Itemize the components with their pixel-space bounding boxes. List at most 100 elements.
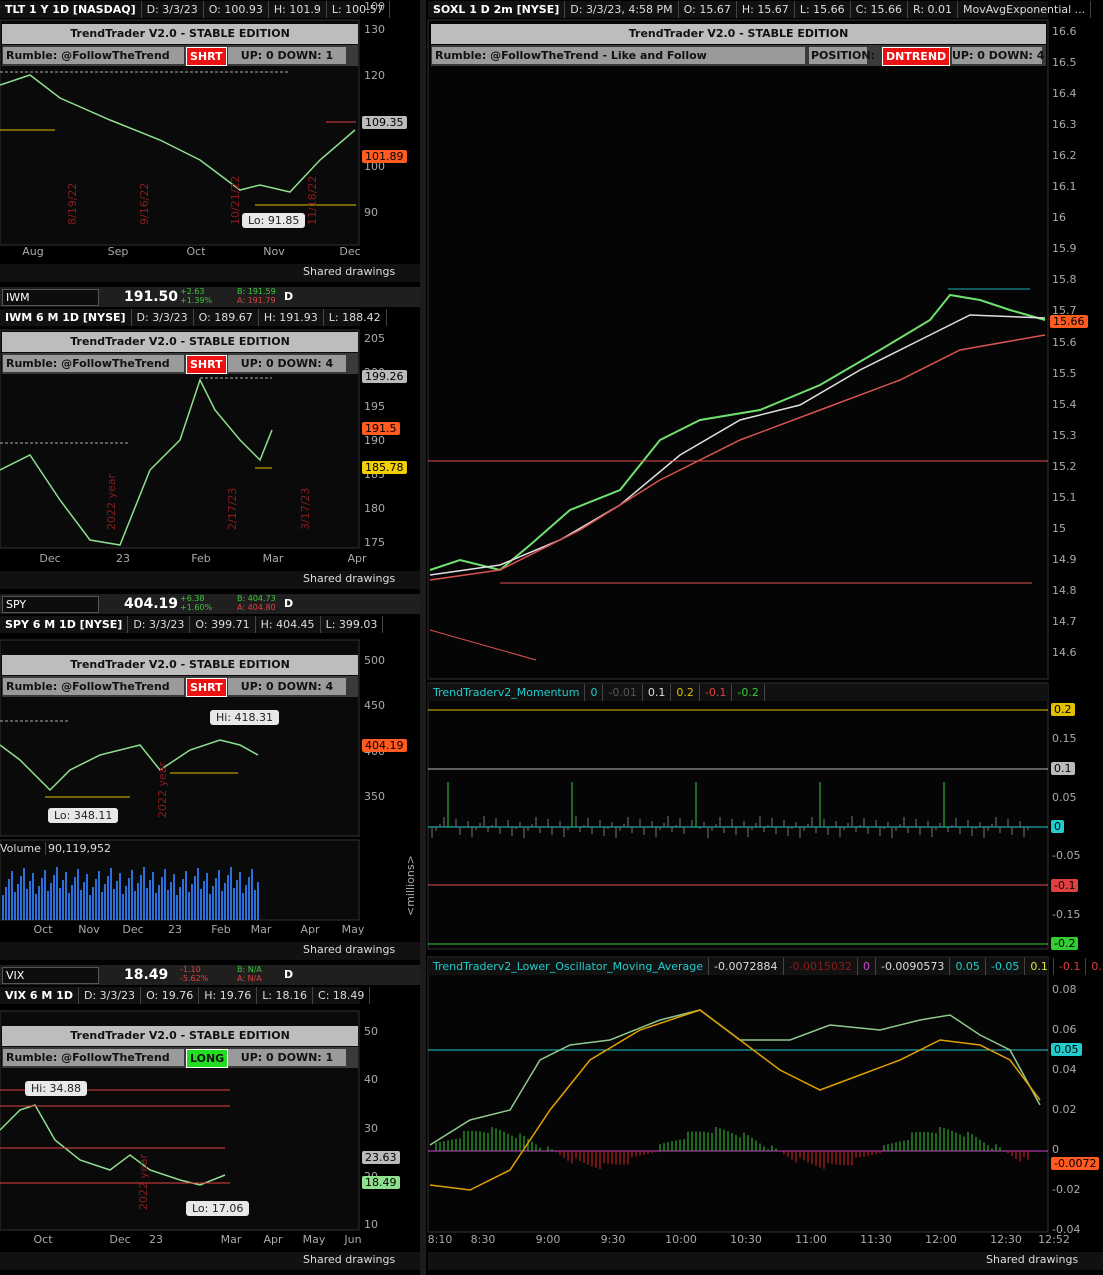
time-axis-label: 11:30: [860, 1233, 892, 1246]
oscillator-field: -0.0072884: [709, 958, 784, 975]
time-axis-label: Oct: [186, 245, 206, 258]
footer-label: Shared drawings: [986, 1253, 1079, 1266]
time-axis-label: 12:52: [1038, 1233, 1070, 1246]
volume-bar: [8, 879, 10, 920]
time-axis-label: Feb: [191, 552, 211, 565]
header-field: H: 191.93: [259, 309, 324, 326]
banner-author: Rumble: @FollowTheTrend: [3, 678, 184, 695]
banner-title: TrendTrader V2.0 - STABLE EDITION: [2, 24, 358, 44]
time-axis-label: Mar: [250, 923, 272, 936]
header-field: MovAvgExponential ...: [958, 1, 1092, 18]
volume-bar: [140, 875, 142, 920]
time-axis-label: 11:00: [795, 1233, 827, 1246]
oscillator-field: -0.0090573: [876, 958, 951, 975]
change-pct: -5.62%: [180, 974, 209, 983]
volume-bar: [170, 882, 172, 920]
volume-bar: [188, 892, 190, 920]
price-axis-label: 180: [364, 502, 385, 515]
time-axis-label: May: [341, 923, 365, 936]
count: UP: 0 DOWN: 4: [952, 47, 1045, 64]
price-axis-label: -0.15: [1052, 907, 1081, 921]
change: +2.63: [180, 287, 205, 296]
volume-bar: [242, 893, 244, 920]
oscillator-pane: [427, 956, 1049, 1233]
price-line: [429, 1009, 1041, 1191]
price-axis-label: 100: [364, 160, 385, 174]
volume-bar: [212, 886, 214, 920]
header-field: L: 18.16: [257, 987, 314, 1004]
volume-bar: [26, 889, 28, 920]
price-axis-label: 15.1: [1052, 490, 1077, 504]
header-field: D: 3/3/23: [79, 987, 142, 1004]
footer: [0, 264, 420, 282]
header-field: D: 3/3/23: [142, 1, 204, 18]
volume-bar: [74, 877, 76, 920]
symbol: VIX: [2, 967, 99, 984]
volume-bar: [245, 885, 247, 920]
volume-bar: [257, 882, 259, 920]
footer: [0, 571, 420, 589]
oscillator-field: TrendTraderv2_Lower_Oscillator_Moving_Av…: [428, 958, 710, 975]
volume-bar: [110, 868, 112, 920]
volume-bar: [230, 867, 232, 920]
volume-bar: [32, 873, 34, 920]
volume-unit: <millions>: [404, 855, 417, 916]
date-label: 3/17/23: [299, 487, 312, 530]
axis-tag: 0: [1051, 820, 1064, 833]
price-tag: -0.0072: [1051, 1157, 1100, 1170]
banner-author: Rumble: @FollowTheTrend: [3, 355, 184, 372]
volume-bar: [251, 869, 253, 920]
volume-bar: [227, 875, 229, 920]
bid: B: 191.59: [237, 287, 276, 296]
time-axis-label: Feb: [211, 923, 231, 936]
ask: A: 191.79: [237, 296, 276, 305]
volume-bar: [107, 876, 109, 920]
price-axis-label: 175: [364, 536, 385, 549]
volume-bar: [164, 869, 166, 920]
header-field: O: 189.67: [194, 309, 259, 326]
time-axis-label: Jun: [344, 1233, 362, 1246]
volume-bar: [119, 873, 121, 920]
volume-bar: [113, 889, 115, 920]
price-line: [0, 74, 356, 193]
price-axis-label: 40: [364, 1073, 378, 1087]
price-tag: 0.05: [1051, 1043, 1082, 1056]
header-bar: VIX 6 M 1D D: 3/3/23 O: 19.76 H: 19.76 L: 18…: [0, 987, 371, 1004]
signal: LONG: [186, 1049, 229, 1068]
price-line: [0, 739, 259, 792]
price-tag: 101.89: [362, 150, 407, 163]
date-label: 2022 year: [156, 761, 169, 818]
banner-author: Rumble: @FollowTheTrend: [3, 1049, 184, 1066]
volume-bar: [68, 893, 70, 920]
toolbar: [0, 287, 420, 307]
banner-title: TrendTrader V2.0 - STABLE EDITION: [2, 332, 358, 352]
price-axis-label: 190: [364, 434, 385, 447]
last-price: 191.50: [124, 289, 179, 305]
price-axis-label: 130: [364, 23, 385, 36]
price-axis-label: 0.04: [1052, 1063, 1077, 1076]
header-field: L: 188.42: [324, 309, 387, 326]
header-field: SOXL 1 D 2m [NYSE]: [428, 1, 566, 18]
price-axis-label: 15: [1052, 521, 1066, 535]
price-line: [0, 1104, 226, 1186]
time-axis-label: 12:00: [925, 1233, 957, 1246]
volume-bar: [59, 888, 61, 920]
time-axis-label: 8:10: [427, 1233, 453, 1246]
price-axis-label: 15.7: [1052, 304, 1077, 318]
volume-bar: [239, 872, 241, 920]
price-axis-label: 15.6: [1052, 335, 1077, 349]
axis-tag: -0.2: [1051, 937, 1079, 950]
price-axis-label: 14.6: [1052, 646, 1077, 659]
price-axis-label: 120: [364, 68, 385, 82]
footer: [428, 1252, 1103, 1270]
volume-bar: [146, 888, 148, 920]
banner-title: TrendTrader V2.0 - STABLE EDITION: [431, 24, 1046, 44]
momentum-field: 0.1: [643, 684, 672, 701]
period: D: [284, 968, 294, 981]
date-label: 10/21/22: [229, 175, 242, 225]
momentum-field: -0.2: [732, 684, 765, 701]
volume-label: Volume: [0, 842, 46, 855]
callout: Hi: 34.88: [25, 1081, 88, 1096]
divider: [420, 0, 426, 1275]
